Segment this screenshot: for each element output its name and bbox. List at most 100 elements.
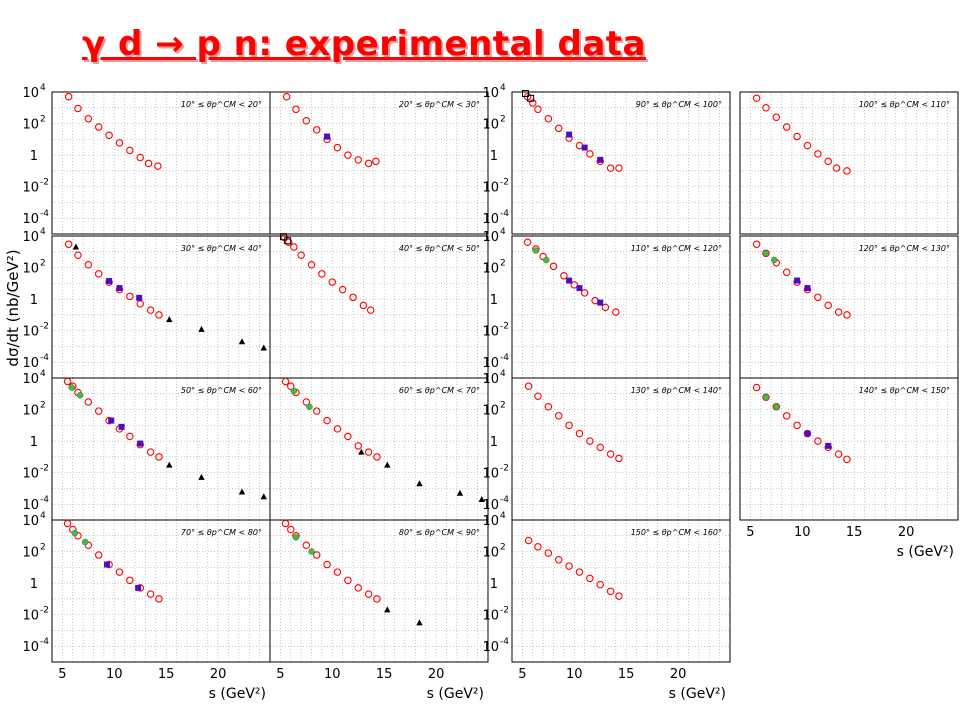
grid-lines <box>512 236 730 378</box>
data-point-filled-triangle <box>384 606 391 613</box>
panel-frame <box>269 235 489 379</box>
panel-angle-label: 130° ≤ θp^CM < 140° <box>631 386 722 395</box>
y-tick-exponent: 4 <box>500 369 506 379</box>
y-tick-label: 10 <box>22 546 39 561</box>
data-point-filled-triangle <box>238 338 246 345</box>
data-point-open-circle <box>762 104 770 112</box>
data-point-open-circle <box>94 407 103 415</box>
slide-title: γ d → p n: experimental data <box>82 24 646 64</box>
panel-angle-label: 20° ≤ θp^CM < 30° <box>399 100 480 109</box>
data-point-open-circle <box>290 243 298 251</box>
data-point-open-circle <box>281 519 290 528</box>
y-tick-label: 10 <box>22 609 39 624</box>
panel-angle-label: 10° ≤ θp^CM < 20° <box>181 100 262 109</box>
y-tick-exponent: -2 <box>500 322 509 332</box>
data-point-open-circle <box>565 421 573 430</box>
data-point-open-circle <box>292 105 300 114</box>
data-point-filled-square <box>135 584 142 591</box>
data-point-filled-square <box>104 561 111 568</box>
data-point-open-circle <box>549 262 558 271</box>
data-point-open-circle <box>126 432 134 441</box>
y-tick-exponent: -4 <box>500 495 509 505</box>
grid-lines <box>512 378 730 520</box>
data-point-open-circle <box>570 281 579 289</box>
y-tick-label: 10 <box>482 514 499 529</box>
y-tick-label: 10 <box>482 498 499 513</box>
data-point-open-circle <box>94 551 103 559</box>
x-axis-label: s (GeV²) <box>897 544 954 560</box>
data-point-open-circle <box>524 536 533 545</box>
data-point-filled-circle <box>532 247 540 254</box>
panel-angle-label: 120° ≤ θp^CM < 130° <box>859 244 950 253</box>
panel-4: 40° ≤ θp^CM < 50° <box>269 233 489 379</box>
data-point-filled-triangle <box>260 344 267 351</box>
data-point-open-circle <box>155 453 163 461</box>
data-point-open-circle <box>144 159 153 168</box>
data-point-filled-triangle <box>384 461 391 468</box>
data-point-open-circle <box>580 289 589 297</box>
data-point-filled-circle <box>68 384 75 391</box>
y-tick-label: 10 <box>22 372 39 387</box>
data-point-open-circle <box>615 592 623 600</box>
data-point-open-circle <box>824 157 832 166</box>
data-point-open-circle <box>146 590 155 598</box>
data-point-filled-square <box>108 417 115 424</box>
y-tick-label: 1 <box>30 577 38 592</box>
data-point-filled-square <box>566 277 573 284</box>
y-tick-label: 1 <box>490 149 498 164</box>
y-tick-exponent: 4 <box>500 227 506 237</box>
x-tick-label: 20 <box>428 667 445 682</box>
y-tick-label: 1 <box>30 149 38 164</box>
data-point-open-square <box>527 94 535 102</box>
data-point-open-circle <box>312 407 321 415</box>
x-axis-label: s (GeV²) <box>209 686 266 702</box>
data-point-open-circle <box>136 153 144 162</box>
data-point-open-circle <box>287 525 295 534</box>
data-point-open-circle <box>834 450 843 458</box>
data-point-open-circle <box>565 562 573 570</box>
data-point-open-circle <box>372 157 380 166</box>
y-tick-exponent: 4 <box>40 227 46 237</box>
x-tick-label: 15 <box>158 667 175 682</box>
y-tick-exponent: -4 <box>500 209 509 219</box>
data-point-filled-triangle <box>260 493 267 500</box>
data-point-open-circle <box>752 94 761 103</box>
data-point-filled-square <box>597 156 604 163</box>
y-tick-label: 10 <box>482 546 499 561</box>
data-point-open-circle <box>302 117 311 125</box>
data-point-open-circle <box>354 584 362 592</box>
y-tick-label: 1 <box>30 293 38 308</box>
data-point-open-circle <box>354 156 362 164</box>
y-tick-exponent: 2 <box>500 401 506 411</box>
data-point-filled-square <box>825 442 832 449</box>
y-tick-exponent: 2 <box>500 259 506 269</box>
data-point-open-circle <box>74 104 82 113</box>
panel-angle-label: 140° ≤ θp^CM < 150° <box>859 386 950 395</box>
panel-frame <box>269 377 489 521</box>
data-point-open-circle <box>612 308 620 316</box>
data-point-filled-circle <box>290 387 298 395</box>
panel-10: 100° ≤ θp^CM < 110° <box>739 91 959 235</box>
data-point-filled-triangle <box>72 243 80 250</box>
data-point-open-circle <box>524 382 533 390</box>
data-point-filled-triangle <box>166 461 173 468</box>
data-point-open-circle <box>146 306 155 314</box>
data-point-open-circle <box>307 261 316 269</box>
data-point-filled-circle <box>762 250 770 257</box>
data-point-filled-circle <box>762 394 770 401</box>
data-point-filled-square <box>794 277 801 284</box>
y-tick-label: 10 <box>22 640 39 655</box>
y-tick-label: 10 <box>482 325 499 340</box>
y-tick-label: 10 <box>22 356 39 371</box>
data-point-open-circle <box>281 377 290 386</box>
y-tick-label: 10 <box>22 325 39 340</box>
data-point-filled-triangle <box>416 480 423 487</box>
data-point-filled-square <box>597 299 604 306</box>
data-point-open-circle <box>606 164 615 172</box>
panel-frame <box>511 91 731 235</box>
data-point-open-circle <box>793 421 801 430</box>
y-tick-label: 10 <box>482 212 499 227</box>
